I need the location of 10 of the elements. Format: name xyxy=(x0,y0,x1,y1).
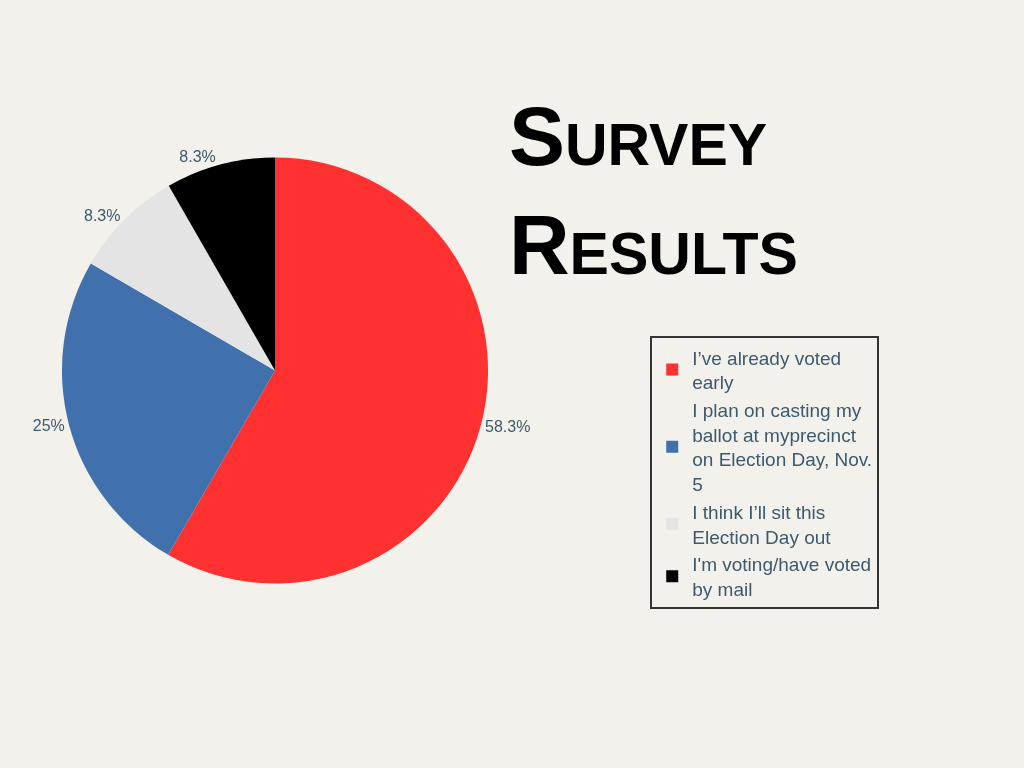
legend-label: I’ve already voted early xyxy=(692,347,842,394)
data-label: 25% xyxy=(32,417,65,435)
legend-label: I plan on casting my ballot at myprecinct on Election Day, Nov. 5 xyxy=(692,400,873,496)
chart-title: Survey Results xyxy=(508,89,798,293)
legend-label: I'm voting/have voted by mail xyxy=(692,554,872,600)
legend-label: I think I’ll sit this Election Day out xyxy=(692,501,832,548)
data-label: 58.3% xyxy=(484,417,531,435)
pie-slice xyxy=(62,263,275,555)
data-label: 8.3% xyxy=(179,148,216,166)
data-label: 8.3% xyxy=(83,206,121,224)
